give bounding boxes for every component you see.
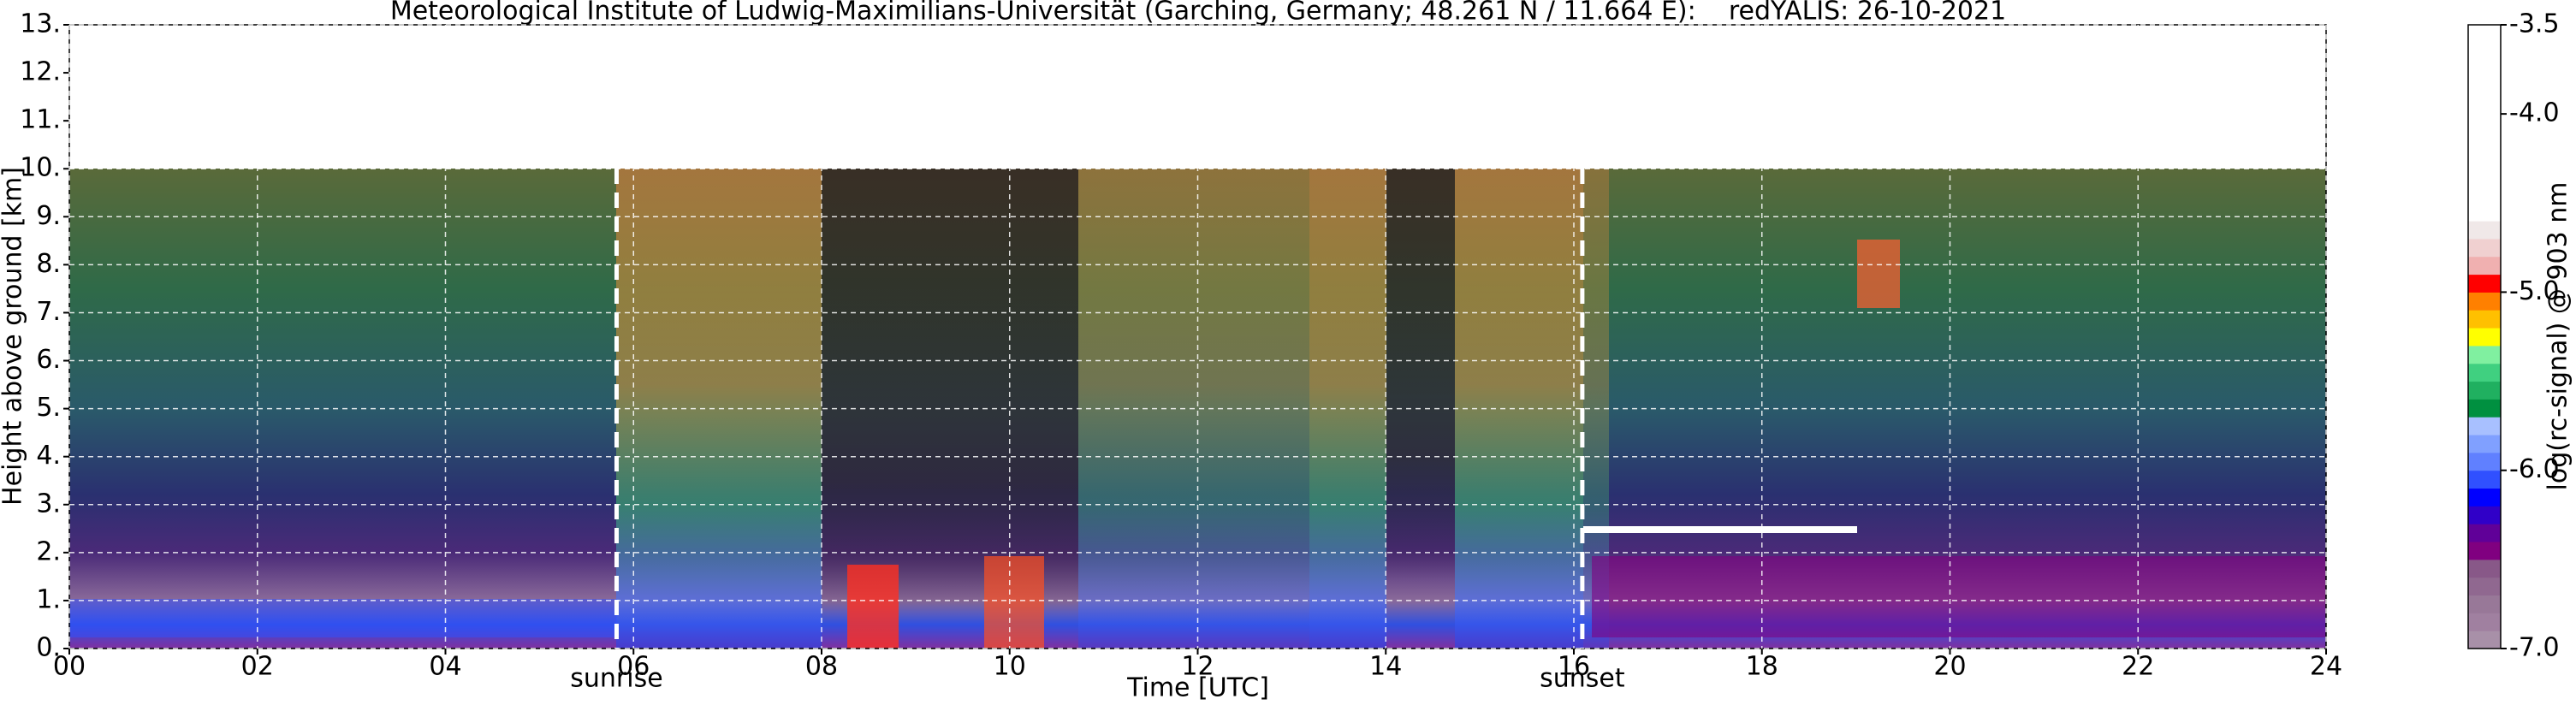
colorbar-swatch [2468, 506, 2501, 524]
x-tick-label: 00 [53, 652, 86, 682]
colorbar-swatch [2468, 60, 2501, 79]
colorbar-frame [2467, 24, 2502, 649]
colorbar-swatch [2468, 399, 2501, 418]
colorbar-swatch [2468, 381, 2501, 400]
colorbar-swatch [2468, 613, 2501, 631]
day-signal [822, 169, 1078, 613]
colorbar-swatch [2468, 524, 2501, 542]
day-signal [984, 556, 1044, 649]
colorbar-tick-label: -3.5 [2509, 9, 2560, 39]
y-tick-label: 2. [36, 536, 61, 566]
colorbar-swatch [2468, 577, 2501, 596]
y-tick-label: 7. [36, 297, 61, 327]
colorbar-tick-label: -7.0 [2509, 633, 2560, 663]
x-tick-label: 10 [994, 652, 1026, 682]
colorbar-swatch [2468, 328, 2501, 347]
colorbar-swatch [2468, 114, 2501, 133]
day-signal [847, 565, 899, 649]
x-tick-label: 24 [2310, 652, 2342, 682]
y-tick-label: 3. [36, 489, 61, 518]
y-tick-label: 8. [36, 249, 61, 279]
colorbar-swatch [2468, 131, 2501, 151]
y-axis-label: Height above ground [km] [0, 167, 28, 506]
annotation-label: sunset [1540, 664, 1625, 694]
boundary-layer [1592, 556, 2326, 637]
colorbar-swatch [2468, 363, 2501, 382]
y-tick-label: 0. [36, 633, 61, 663]
x-tick-label: 20 [1933, 652, 1966, 682]
day-signal [1309, 169, 1386, 649]
y-tick-label: 9. [36, 201, 61, 231]
x-tick-label: 08 [805, 652, 838, 682]
colorbar-swatch [2468, 435, 2501, 453]
colorbar-swatch [2468, 221, 2501, 240]
colorbar-tick-label: -4.0 [2509, 98, 2560, 128]
y-tick-label: 11. [20, 105, 61, 135]
colorbar-swatch [2468, 185, 2501, 204]
y-tick-label: 12. [20, 57, 61, 87]
x-tick-label: 06 [617, 652, 650, 682]
day-signal [1386, 169, 1455, 579]
chart-title: Meteorological Institute of Ludwig-Maxim… [390, 0, 2006, 27]
colorbar-swatch [2468, 470, 2501, 489]
colorbar-swatch [2468, 595, 2501, 613]
colorbar-swatch [2468, 238, 2501, 258]
boundary-layer [69, 599, 617, 637]
colorbar-swatch [2468, 96, 2501, 115]
colorbar-swatch [2468, 310, 2501, 329]
x-tick-label: 14 [1369, 652, 1402, 682]
y-tick-label: 13. [20, 9, 61, 39]
colorbar-swatch [2468, 78, 2501, 97]
colorbar-swatch [2468, 452, 2501, 471]
colorbar-swatch [2468, 559, 2501, 578]
cloud-layer [1583, 526, 1857, 533]
colorbar-tick-label: -6.0 [2509, 454, 2560, 484]
x-tick-label: 12 [1181, 652, 1214, 682]
colorbar-swatch [2468, 345, 2501, 364]
annotation-label: sunrise [570, 664, 662, 694]
backscatter-image [69, 169, 2326, 649]
y-tick-label: 1. [36, 584, 61, 614]
y-tick-label: 6. [36, 345, 61, 375]
y-tick-label: 5. [36, 393, 61, 423]
cloud-layer [1857, 240, 1900, 308]
x-tick-label: 22 [2122, 652, 2154, 682]
colorbar-swatch [2468, 631, 2501, 649]
colorbar-swatch [2468, 274, 2501, 293]
x-tick-label: 16 [1558, 652, 1590, 682]
colorbar-swatch [2468, 256, 2501, 275]
colorbar-tick-label: -5.0 [2509, 276, 2560, 306]
colorbar-swatch [2468, 203, 2501, 222]
colorbar-swatch [2468, 167, 2501, 186]
colorbar-swatch [2468, 42, 2501, 62]
colorbar-swatch [2468, 542, 2501, 560]
y-tick-label: 4. [36, 441, 61, 471]
colorbar-swatch [2468, 25, 2501, 44]
x-tick-label: 18 [1746, 652, 1778, 682]
x-tick-label: 04 [429, 652, 461, 682]
colorbar-label: log(rc-signal) @ 903 nm [2543, 182, 2573, 491]
colorbar-swatch [2468, 488, 2501, 507]
x-tick-label: 02 [241, 652, 274, 682]
x-axis-label: Time [UTC] [1126, 673, 1269, 703]
y-tick-label: 10. [20, 153, 61, 183]
colorbar-swatch [2468, 149, 2501, 169]
colorbar-swatch [2468, 417, 2501, 435]
colorbar-swatch [2468, 292, 2501, 311]
